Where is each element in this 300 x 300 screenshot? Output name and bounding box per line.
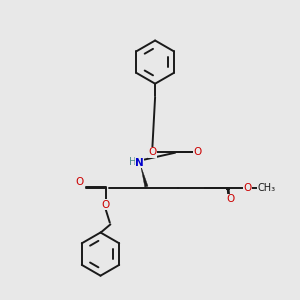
Text: CH₃: CH₃ [258, 183, 276, 193]
Text: O: O [226, 194, 235, 205]
Text: O: O [194, 147, 202, 158]
Text: O: O [148, 147, 157, 158]
Text: O: O [101, 200, 110, 210]
Polygon shape [141, 166, 148, 187]
Text: O: O [75, 177, 84, 187]
Text: N: N [135, 158, 144, 168]
Text: H: H [129, 157, 137, 167]
Text: O: O [243, 183, 252, 193]
